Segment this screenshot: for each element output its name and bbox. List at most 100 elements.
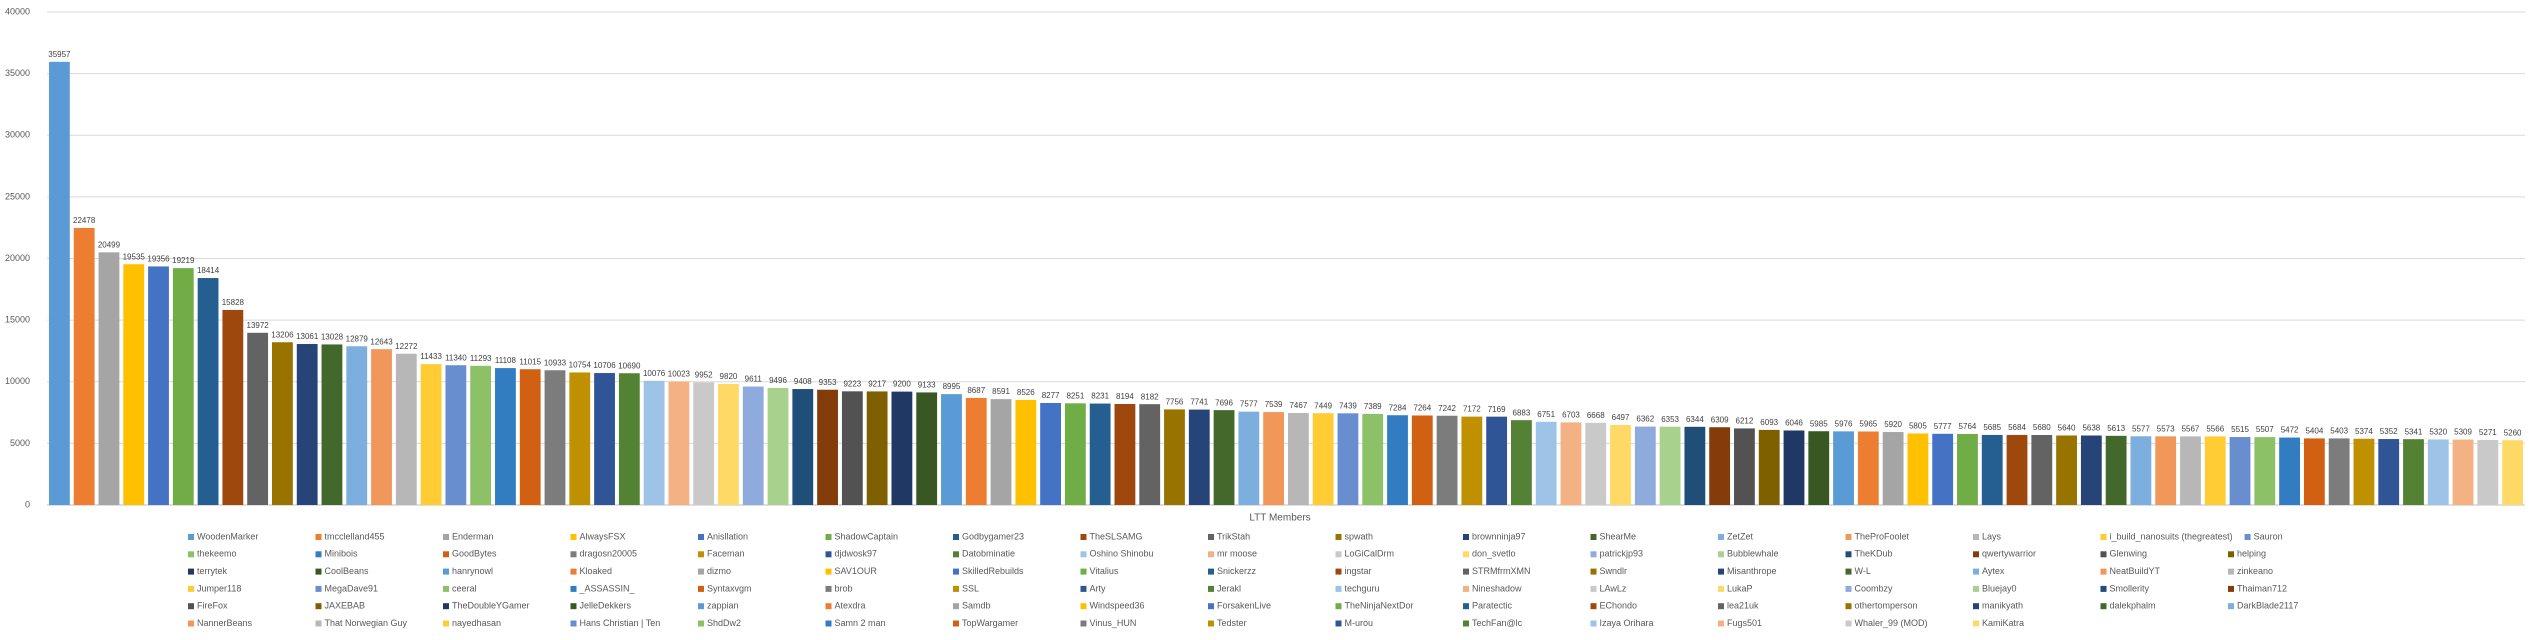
data-label: 9200 (893, 380, 911, 389)
data-label: 5684 (2008, 423, 2026, 432)
data-label: 7696 (1215, 398, 1233, 407)
legend-swatch (825, 551, 832, 558)
y-tick-label: 0 (25, 499, 30, 509)
legend-swatch (1845, 551, 1852, 558)
data-label: 22478 (73, 216, 96, 225)
data-label: 6497 (1612, 413, 1630, 422)
data-label: 5985 (1810, 419, 1828, 428)
legend-label: Bubblewhale (1727, 549, 1779, 559)
legend-swatch (1718, 568, 1724, 575)
legend-label: Arty (1090, 583, 1107, 593)
bar (1089, 403, 1111, 505)
bar (123, 264, 145, 505)
legend-label: TheSLSAMG (1090, 531, 1143, 541)
data-label: 7439 (1339, 401, 1357, 410)
data-label: 9496 (769, 376, 787, 385)
bar (2006, 434, 2028, 505)
bar (1783, 430, 1805, 505)
legend-label: Faceman (707, 549, 745, 559)
legend-label: W-L (1855, 566, 1871, 576)
bar (569, 372, 591, 505)
bar (395, 353, 417, 505)
x-axis-title: LTT Members (1249, 513, 1310, 524)
legend-swatch (1208, 534, 1214, 540)
data-label: 9223 (843, 379, 861, 388)
legend-label: Whaler_99 (MOD) (1855, 618, 1928, 628)
bar (2056, 435, 2077, 505)
data-label: 12272 (395, 342, 418, 351)
legend-label: Vitalius (1090, 566, 1119, 576)
bar (2403, 439, 2424, 505)
bar (618, 373, 640, 505)
legend-label: Sauron (2254, 531, 2283, 541)
data-label: 8277 (1042, 391, 1060, 400)
legend-swatch (2228, 585, 2234, 592)
legend-label: Atexdra (835, 601, 866, 611)
legend-label: tmcclelland455 (325, 531, 385, 541)
legend-label: TheProFoolet (1855, 531, 1910, 541)
legend-swatch (1973, 551, 1979, 558)
data-label: 13061 (296, 332, 319, 341)
bar (891, 391, 913, 505)
legend-label: Jumper118 (197, 583, 241, 593)
data-label: 12643 (370, 337, 393, 346)
legend-swatch (570, 551, 577, 558)
legend-label: don_svetlo (1472, 549, 1516, 559)
bar (420, 364, 442, 505)
legend-swatch (825, 568, 832, 575)
y-tick-label: 35000 (5, 68, 30, 78)
data-label: 7389 (1364, 402, 1382, 411)
legend-label: ForsakenLive (1217, 601, 1271, 611)
legend-label: Snickerzz (1217, 566, 1257, 576)
bar (2130, 436, 2152, 505)
legend-label: dizmo (707, 566, 731, 576)
legend-label: Glenwing (2110, 549, 2148, 559)
legend-swatch (1335, 620, 1342, 627)
bar (941, 394, 962, 505)
legend-swatch (698, 620, 704, 627)
data-label: 10754 (569, 361, 592, 370)
legend-swatch (188, 620, 194, 627)
legend-swatch (1718, 620, 1724, 627)
legend-swatch (953, 534, 959, 540)
data-label: 5515 (2231, 425, 2249, 434)
bar (1411, 415, 1433, 505)
bar (1957, 433, 1978, 505)
data-label: 11015 (519, 357, 541, 366)
legend-label: zinkeano (2237, 566, 2273, 576)
bar (742, 386, 764, 505)
legend-swatch (1845, 534, 1852, 540)
legend-label: spwath (1345, 531, 1374, 541)
data-label: 5567 (2182, 424, 2200, 433)
legend-swatch (2100, 585, 2107, 592)
bar (1213, 410, 1235, 505)
legend-swatch (825, 585, 832, 592)
data-label: 6668 (1587, 411, 1605, 420)
legend-label: Vinus_HUN (1090, 618, 1137, 628)
legend-label: Lays (1982, 531, 2002, 541)
data-label: 19356 (147, 255, 170, 264)
data-label: 5920 (1884, 420, 1902, 429)
bar (2328, 438, 2350, 505)
data-label: 15828 (222, 298, 245, 307)
bar (1684, 426, 1706, 505)
data-label: 7539 (1265, 400, 1283, 409)
bar (990, 399, 1012, 505)
data-label: 11433 (420, 352, 442, 361)
data-label: 13028 (321, 333, 344, 342)
data-label: 7467 (1289, 401, 1307, 410)
legend-swatch (698, 568, 704, 575)
data-label: 18414 (197, 266, 220, 275)
legend-swatch (1590, 603, 1597, 610)
legend-label: Windspeed36 (1090, 601, 1145, 611)
data-label: 9353 (819, 378, 837, 387)
data-label: 5965 (1859, 420, 1877, 429)
legend-swatch (1590, 585, 1597, 592)
legend-swatch (2100, 534, 2107, 540)
bar (643, 380, 665, 505)
legend-swatch (953, 620, 959, 627)
legend-swatch (1080, 551, 1087, 558)
legend-label: WoodenMarker (197, 531, 258, 541)
legend-swatch (1973, 534, 1979, 540)
